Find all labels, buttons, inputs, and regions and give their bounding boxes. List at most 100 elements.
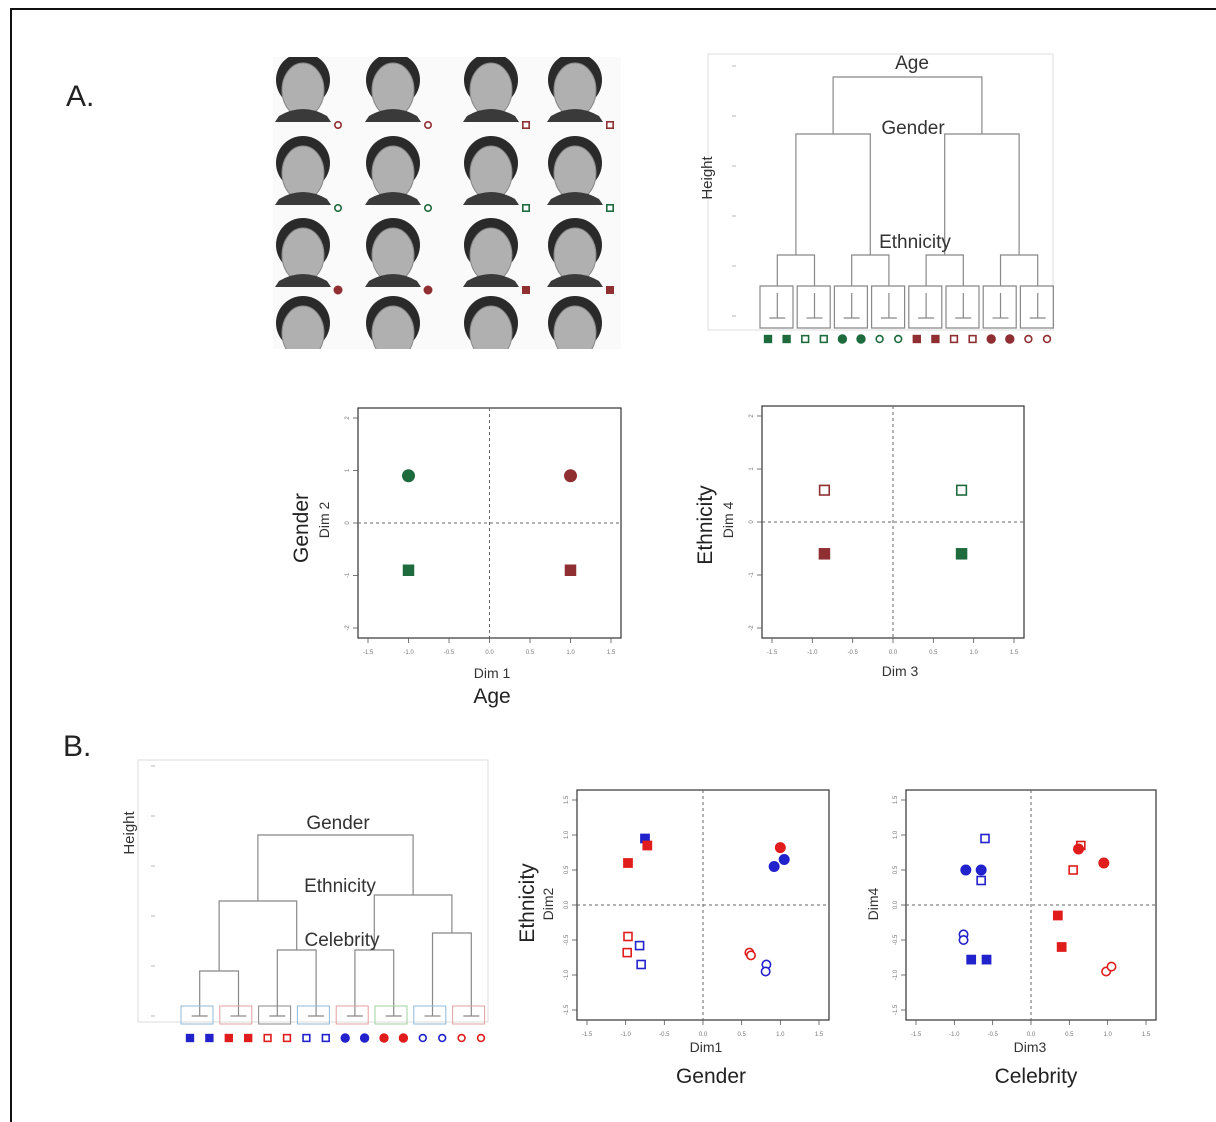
face-photo: [463, 136, 519, 205]
x-tick-label: 0.5: [1065, 1032, 1074, 1038]
y-tick-label: 2: [345, 416, 351, 420]
face-photo: [548, 296, 602, 349]
scatter-a-dim1-dim2: Gender Dim 2 Dim 1 Age -1.5 -1.0 -0.5 0.0 0.…: [290, 407, 622, 708]
face-photo: [366, 296, 420, 349]
dendrogram-branch: [908, 285, 943, 329]
x-tick-label: 0.0: [889, 650, 898, 656]
face-photo: [547, 218, 603, 287]
dendrogram-leaf-marker: [457, 1033, 466, 1043]
x-tick-label: -0.5: [987, 1032, 998, 1038]
dendrogram-branch: [257, 834, 414, 901]
data-point: [1106, 961, 1117, 972]
dendrogram-a-leaf-markers: [763, 334, 1052, 344]
dendrogram-leaf-marker: [931, 334, 940, 344]
data-point: [818, 548, 831, 560]
x-tick-label: 1.0: [969, 650, 978, 656]
dendrogram-a-level-ethnicity: Ethnicity: [879, 232, 951, 253]
dendrogram-b-ylabel: Height: [121, 810, 138, 854]
y-tick-label: 1: [345, 468, 351, 472]
dendrogram-branch: [999, 254, 1039, 286]
face-photo: [547, 57, 603, 122]
x-tick-label: -1.0: [403, 650, 414, 656]
chart-xlabel-outer: Gender: [676, 1065, 746, 1088]
x-tick-label: -1.0: [807, 650, 818, 656]
data-point: [966, 954, 977, 965]
x-tick-label: 1.5: [1010, 650, 1019, 656]
x-tick-label: -1.5: [911, 1032, 922, 1038]
dendrogram-leaf-marker: [359, 1033, 370, 1043]
chart-xlabel: Dim1: [690, 1039, 723, 1055]
x-tick-label: 0.5: [526, 650, 535, 656]
dendrogram-leaf-marker: [476, 1033, 486, 1043]
dendrogram-leaf-marker: [205, 1033, 214, 1043]
dendrogram-a-level-age: Age: [895, 53, 929, 74]
face-category-marker: [333, 285, 343, 295]
face-photo: [463, 57, 519, 122]
y-tick-label: -2: [345, 625, 351, 631]
scatter-a-dim3-dim4: Ethnicity Dim 4 Dim 3 -1.5 -1.0 -0.5 0.0 0.5…: [694, 405, 1025, 679]
dendrogram-branch: [199, 970, 240, 1011]
data-point: [745, 950, 756, 961]
x-tick-label: -1.5: [767, 650, 778, 656]
dendrogram-leaf-marker: [438, 1033, 447, 1043]
dendrogram-leaf-marker: [1005, 334, 1015, 344]
dendrogram-a: Height Age Gender Ethnicity: [699, 53, 1054, 344]
dendrogram-branch: [796, 285, 831, 329]
dendrogram-leaf-marker: [418, 1033, 427, 1043]
panel-b-label: B.: [63, 730, 92, 763]
dendrogram-branch: [982, 285, 1017, 329]
dendrogram-branch: [851, 254, 890, 286]
x-tick-label: 1.5: [815, 1032, 824, 1038]
dendrogram-branch: [944, 133, 1020, 255]
dendrogram-b-leaf-markers: [185, 1033, 486, 1043]
y-tick-label: 0.5: [893, 865, 899, 874]
y-tick-label: -1: [345, 572, 351, 578]
y-tick-label: -1.0: [893, 969, 899, 980]
dendrogram-a-level-gender: Gender: [881, 118, 945, 139]
data-point: [976, 875, 986, 886]
chart-ylabel-outer: Ethnicity: [694, 485, 717, 565]
face-photo: [463, 218, 519, 287]
dendrogram-b-level-celebrity: Celebrity: [305, 930, 380, 951]
y-tick-label: 0.0: [893, 900, 899, 909]
chart-xlabel: Dim 1: [474, 665, 511, 681]
dendrogram-branch: [833, 285, 868, 329]
data-point: [1073, 843, 1085, 855]
chart-xlabel: Dim3: [1014, 1039, 1047, 1055]
data-point: [760, 966, 771, 977]
data-point: [1056, 942, 1067, 952]
dendrogram-leaf-marker: [379, 1033, 389, 1043]
face-photo: [365, 57, 421, 122]
chart-ylabel: Dim4: [865, 887, 881, 920]
dendrogram-leaf-marker: [782, 334, 791, 344]
scatter-b-dim1-dim2: Ethnicity Dim2 Dim1 Gender -1.5 -1.0 -0.5 0…: [516, 789, 830, 1088]
data-point: [774, 842, 786, 854]
cluster-box: [413, 1005, 447, 1025]
data-point: [958, 935, 969, 946]
x-tick-label: 1.5: [1142, 1032, 1151, 1038]
dendrogram-b-level-gender: Gender: [306, 813, 370, 834]
face-category-marker: [423, 285, 433, 295]
dendrogram-leaf-marker: [321, 1033, 330, 1043]
cluster-box: [180, 1005, 214, 1025]
cluster-box: [296, 1005, 330, 1025]
y-tick-label: 1.5: [893, 795, 899, 804]
face-photo: [547, 136, 603, 205]
chart-ylabel: Dim2: [540, 887, 556, 920]
dendrogram-leaf-marker: [801, 334, 810, 344]
face-photo: [365, 136, 421, 205]
top-border: [10, 8, 1216, 10]
dendrogram-leaf-marker: [894, 334, 903, 344]
panel-a-label: A.: [66, 80, 95, 113]
y-tick-label: -1.5: [564, 1004, 570, 1015]
dendrogram-leaf-marker: [763, 334, 773, 344]
data-point: [818, 484, 831, 496]
dendrogram-leaf-marker: [1024, 334, 1033, 344]
dendrogram-branch: [871, 285, 906, 329]
data-point: [642, 840, 653, 851]
dendrogram-leaf-marker: [244, 1033, 253, 1043]
dendrogram-leaf-marker: [875, 334, 884, 344]
data-point: [955, 484, 968, 496]
x-tick-label: 1.0: [776, 1032, 785, 1038]
dendrogram-leaf-marker: [1042, 334, 1052, 344]
